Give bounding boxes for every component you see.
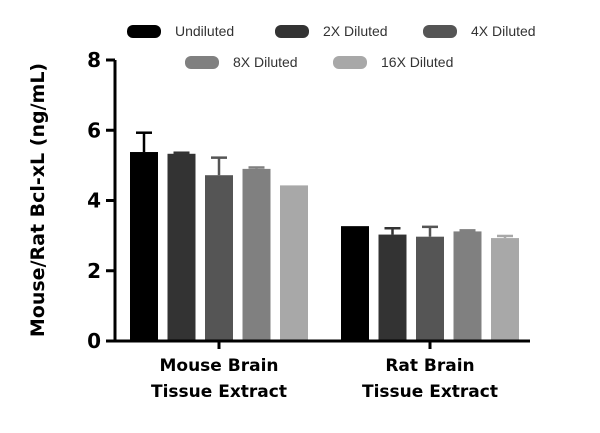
x-category-label: Mouse Brain: [159, 356, 278, 376]
x-category-label: Tissue Extract: [362, 382, 498, 402]
x-category-label: Rat Brain: [385, 356, 474, 376]
legend-swatch: [275, 25, 309, 38]
legend-label: 8X Diluted: [233, 54, 298, 70]
bar: [491, 238, 519, 341]
bar: [205, 175, 233, 341]
bar: [341, 226, 369, 341]
y-axis: 0 2 4 6 8: [87, 48, 117, 353]
y-axis-title: Mouse/Rat Bcl-xL (ng/mL): [27, 63, 49, 337]
x-axis: Mouse Brain Tissue Extract Rat Brain Tissue…: [113, 339, 530, 402]
legend-swatch: [185, 56, 219, 69]
legend-swatch: [127, 25, 161, 38]
y-tick-label: 0: [87, 329, 101, 353]
bar: [242, 168, 271, 341]
legend-label: 4X Diluted: [471, 23, 536, 39]
legend-swatch: [423, 25, 457, 38]
x-category-label: Tissue Extract: [151, 382, 287, 402]
bars: [130, 131, 519, 341]
bar: [130, 152, 158, 341]
bar: [416, 236, 444, 341]
bar: [280, 185, 308, 341]
y-tick-label: 6: [87, 118, 101, 142]
y-tick-label: 2: [87, 259, 101, 283]
legend-swatch: [333, 56, 367, 69]
bar: [378, 234, 407, 341]
y-tick-label: 4: [87, 189, 101, 213]
bar: [453, 231, 482, 341]
legend: Undiluted 2X Diluted 4X Diluted 8X Diluted 1…: [127, 23, 536, 70]
legend-label: 2X Diluted: [323, 23, 388, 39]
y-tick-label: 8: [87, 48, 101, 72]
legend-label: Undiluted: [175, 23, 234, 39]
legend-label: 16X Diluted: [381, 54, 453, 70]
bar: [167, 153, 196, 341]
